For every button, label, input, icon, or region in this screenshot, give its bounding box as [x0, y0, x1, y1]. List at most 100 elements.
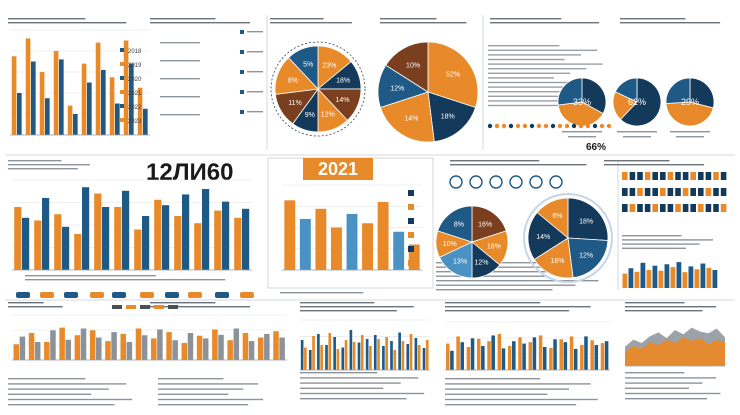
icon-glyph: [660, 188, 666, 196]
text-line: [25, 275, 156, 277]
text-line: [488, 54, 581, 56]
legend-swatch: [408, 232, 414, 238]
bar: [174, 216, 182, 270]
dot-marker: [571, 123, 577, 129]
bar: [466, 346, 471, 370]
bar: [187, 333, 194, 360]
title-line: [604, 160, 670, 162]
bar: [522, 343, 526, 370]
text-line-texture: [8, 18, 727, 406]
text-line: [300, 398, 407, 400]
legend-label: 2020: [128, 77, 142, 83]
pie-outer-ring: [523, 193, 613, 283]
text-line: [445, 393, 548, 395]
center-bar-chart: [282, 184, 422, 271]
bar: [497, 334, 502, 370]
text-line: [158, 398, 264, 401]
dot-marker: [557, 123, 563, 129]
bar: [622, 273, 628, 288]
donut-charts: 33% 62% 29%: [487, 77, 715, 138]
legend-chip: [112, 292, 126, 298]
legend-chip: [240, 292, 254, 298]
icon-glyph: [667, 172, 674, 180]
bar: [628, 268, 634, 288]
title-line: [625, 306, 716, 308]
text-line: [488, 49, 598, 51]
bar: [115, 103, 120, 135]
bar: [664, 264, 670, 288]
bar: [320, 345, 323, 370]
text-line: [445, 378, 541, 380]
bar: [126, 342, 133, 360]
bar: [456, 336, 460, 370]
pie-slice: [287, 45, 319, 91]
slice-label: 18%: [487, 244, 501, 251]
bar: [538, 335, 543, 370]
bar: [67, 105, 73, 135]
bar: [141, 335, 148, 360]
text-line: [160, 114, 200, 116]
pie-slice: [471, 205, 507, 243]
text-line: [436, 271, 568, 273]
bar: [542, 346, 547, 370]
bar: [308, 350, 312, 370]
bar: [352, 342, 356, 370]
slice-label: 14%: [335, 97, 349, 104]
icon-glyph: [690, 204, 696, 212]
slice-label: 11%: [288, 100, 302, 107]
bar: [81, 63, 87, 135]
bar: [13, 344, 20, 360]
title-line: [380, 22, 467, 24]
slice-label: 12%: [321, 111, 335, 118]
text-line: [8, 393, 92, 395]
legend-label: 2018: [128, 49, 142, 55]
title-line: [8, 18, 86, 20]
dot-marker: [508, 123, 514, 129]
bar: [331, 227, 342, 270]
text-line: [488, 58, 565, 61]
slice-label: 10%: [443, 241, 457, 248]
title-line: [300, 302, 375, 304]
bar: [222, 201, 230, 270]
bar: [398, 332, 401, 370]
pie-slice: [437, 205, 473, 243]
icon-glyph: [698, 172, 704, 180]
bar: [446, 343, 450, 370]
icon-glyph: [622, 188, 628, 196]
top-left-bar-chart: 2018 2019 2020 2021 2022 2023: [10, 29, 263, 136]
text-line: [436, 284, 576, 286]
pie-slice: [689, 77, 715, 109]
title-line: [450, 160, 540, 162]
icon-glyph: [713, 188, 719, 196]
bar: [481, 346, 485, 370]
pie-slice: [527, 211, 569, 260]
bar: [227, 340, 233, 360]
slice-label: 8%: [454, 221, 464, 228]
pie-slice: [567, 237, 609, 279]
bar: [390, 341, 393, 370]
bar: [325, 345, 328, 370]
bar: [315, 208, 327, 270]
bar: [105, 341, 111, 360]
bar: [563, 342, 568, 370]
title-line: [604, 164, 705, 166]
title-line: [150, 18, 216, 20]
text-line: [445, 404, 577, 406]
legend-chip: [126, 305, 136, 309]
text-line: [568, 136, 596, 138]
text-line: [8, 398, 133, 401]
mid-left-bar-chart: [12, 179, 252, 271]
legend-chip: [168, 305, 178, 309]
text-line: [622, 239, 713, 241]
bar: [393, 231, 405, 270]
legend-chip: [140, 305, 150, 309]
bar: [134, 229, 142, 270]
legend-label: 2023: [128, 119, 142, 125]
text-line: [625, 398, 707, 400]
text-line: [8, 383, 127, 385]
legend-chip: [112, 305, 122, 309]
badge-circle-icon: [489, 175, 503, 189]
bar: [634, 271, 640, 288]
bar: [248, 341, 255, 360]
